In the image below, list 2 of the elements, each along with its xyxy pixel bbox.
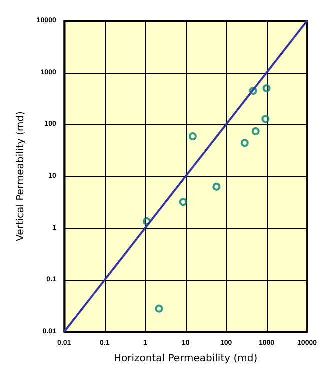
x-axis-title: Horizontal Permeability (md) bbox=[114, 354, 258, 364]
y-axis-title: Vertical Permeability (md) bbox=[16, 111, 26, 242]
